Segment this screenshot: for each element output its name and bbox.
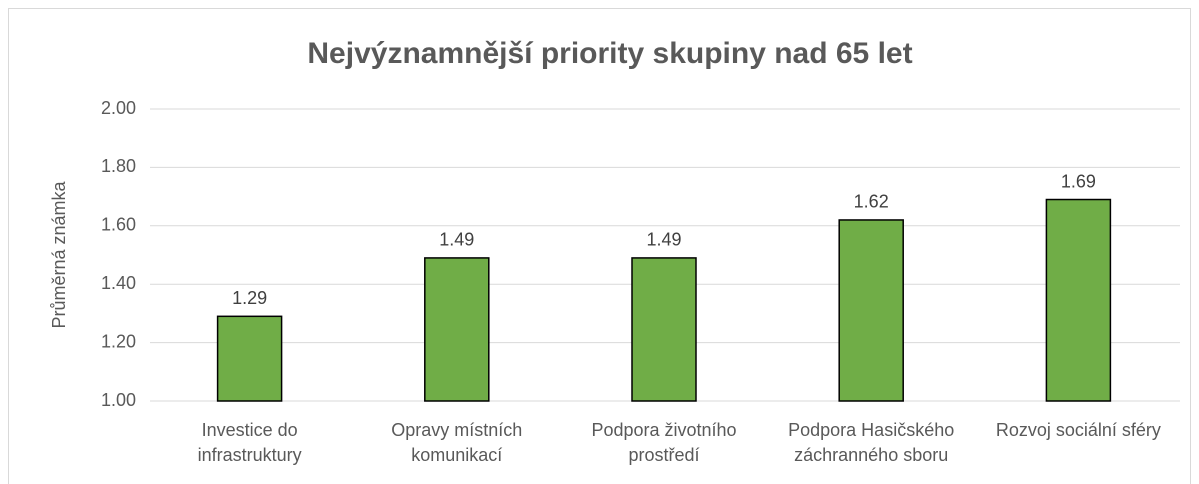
- bar: [1045, 198, 1112, 402]
- bar: [216, 315, 283, 402]
- bar: [631, 257, 697, 402]
- x-tick-label: Podpora Hasičského záchranného sboru: [788, 420, 955, 465]
- bar: [424, 257, 490, 402]
- bar: [838, 219, 904, 402]
- chart-frame: [8, 8, 1191, 484]
- x-tick-label: Investice do infrastruktury: [197, 420, 302, 465]
- data-label: 1.29: [232, 288, 267, 308]
- data-label: 1.69: [1061, 171, 1096, 191]
- y-tick-label: 1.80: [101, 156, 136, 176]
- y-tick-label: 1.40: [101, 273, 136, 293]
- chart-title: Nejvýznamnější priority skupiny nad 65 l…: [307, 37, 912, 70]
- data-label: 1.49: [646, 230, 681, 250]
- x-tick-label: Opravy místních komunikací: [391, 420, 523, 465]
- x-tick-label: Rozvoj sociální sféry: [995, 420, 1161, 440]
- x-tick-label: Podpora životního prostředí: [591, 420, 737, 465]
- data-label: 1.49: [439, 230, 474, 250]
- y-tick-label: 2.00: [101, 98, 136, 118]
- y-tick-label: 1.20: [101, 331, 136, 351]
- y-tick-label: 1.00: [101, 390, 136, 410]
- y-axis-label: Průměrná známka: [49, 180, 69, 328]
- data-label: 1.62: [854, 192, 889, 212]
- y-tick-label: 1.60: [101, 215, 136, 235]
